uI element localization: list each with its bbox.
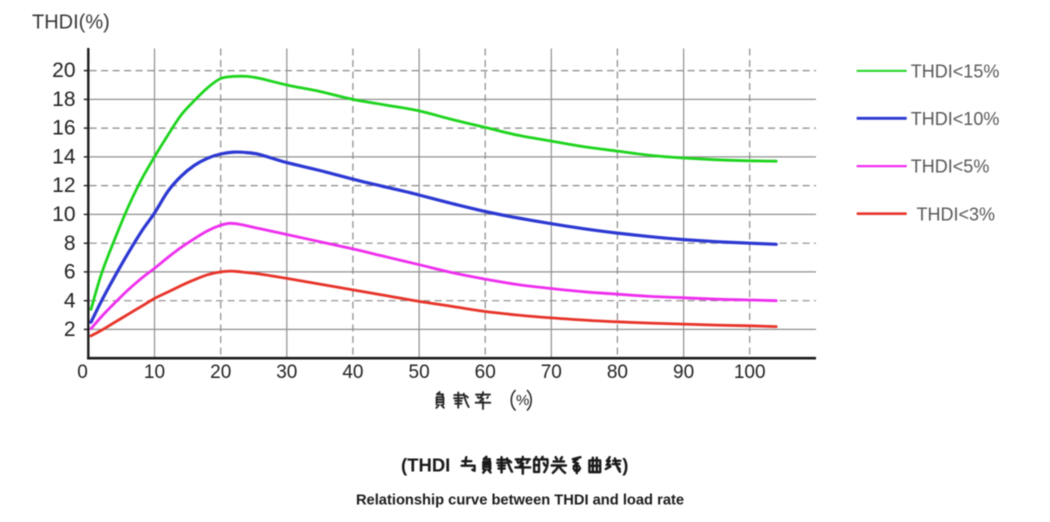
svg-text:50: 50	[409, 362, 430, 383]
svg-text:90: 90	[673, 362, 694, 383]
svg-text:THDI<5%: THDI<5%	[911, 157, 990, 177]
svg-text:70: 70	[541, 362, 562, 383]
svg-text:6: 6	[64, 261, 76, 284]
svg-text:14: 14	[52, 146, 76, 169]
svg-text:THDI(%): THDI(%)	[32, 11, 110, 33]
svg-text:0: 0	[77, 362, 88, 383]
svg-text:8: 8	[64, 232, 76, 255]
svg-text:10: 10	[144, 362, 165, 383]
svg-text:16: 16	[52, 117, 75, 140]
svg-text:THDI<3%: THDI<3%	[917, 204, 996, 224]
svg-text:2: 2	[64, 318, 76, 341]
svg-text:80: 80	[607, 362, 628, 383]
svg-text:100: 100	[734, 362, 766, 383]
svg-text:(THDI: (THDI	[401, 455, 450, 476]
svg-text:20: 20	[52, 59, 75, 82]
svg-text:): )	[622, 455, 628, 476]
svg-text:60: 60	[475, 362, 496, 383]
svg-text:18: 18	[52, 88, 75, 111]
svg-text:4: 4	[64, 289, 76, 312]
svg-text:10: 10	[52, 203, 75, 226]
svg-text:THDI<15%: THDI<15%	[911, 62, 1000, 82]
svg-text:%: %	[516, 392, 529, 409]
svg-text:30: 30	[276, 362, 297, 383]
svg-text:40: 40	[342, 362, 363, 383]
svg-text:THDI<10%: THDI<10%	[911, 109, 1000, 129]
svg-text:12: 12	[52, 174, 75, 197]
svg-text:Relationship curve between THD: Relationship curve between THDI and load…	[356, 493, 684, 509]
svg-text:20: 20	[210, 362, 231, 383]
